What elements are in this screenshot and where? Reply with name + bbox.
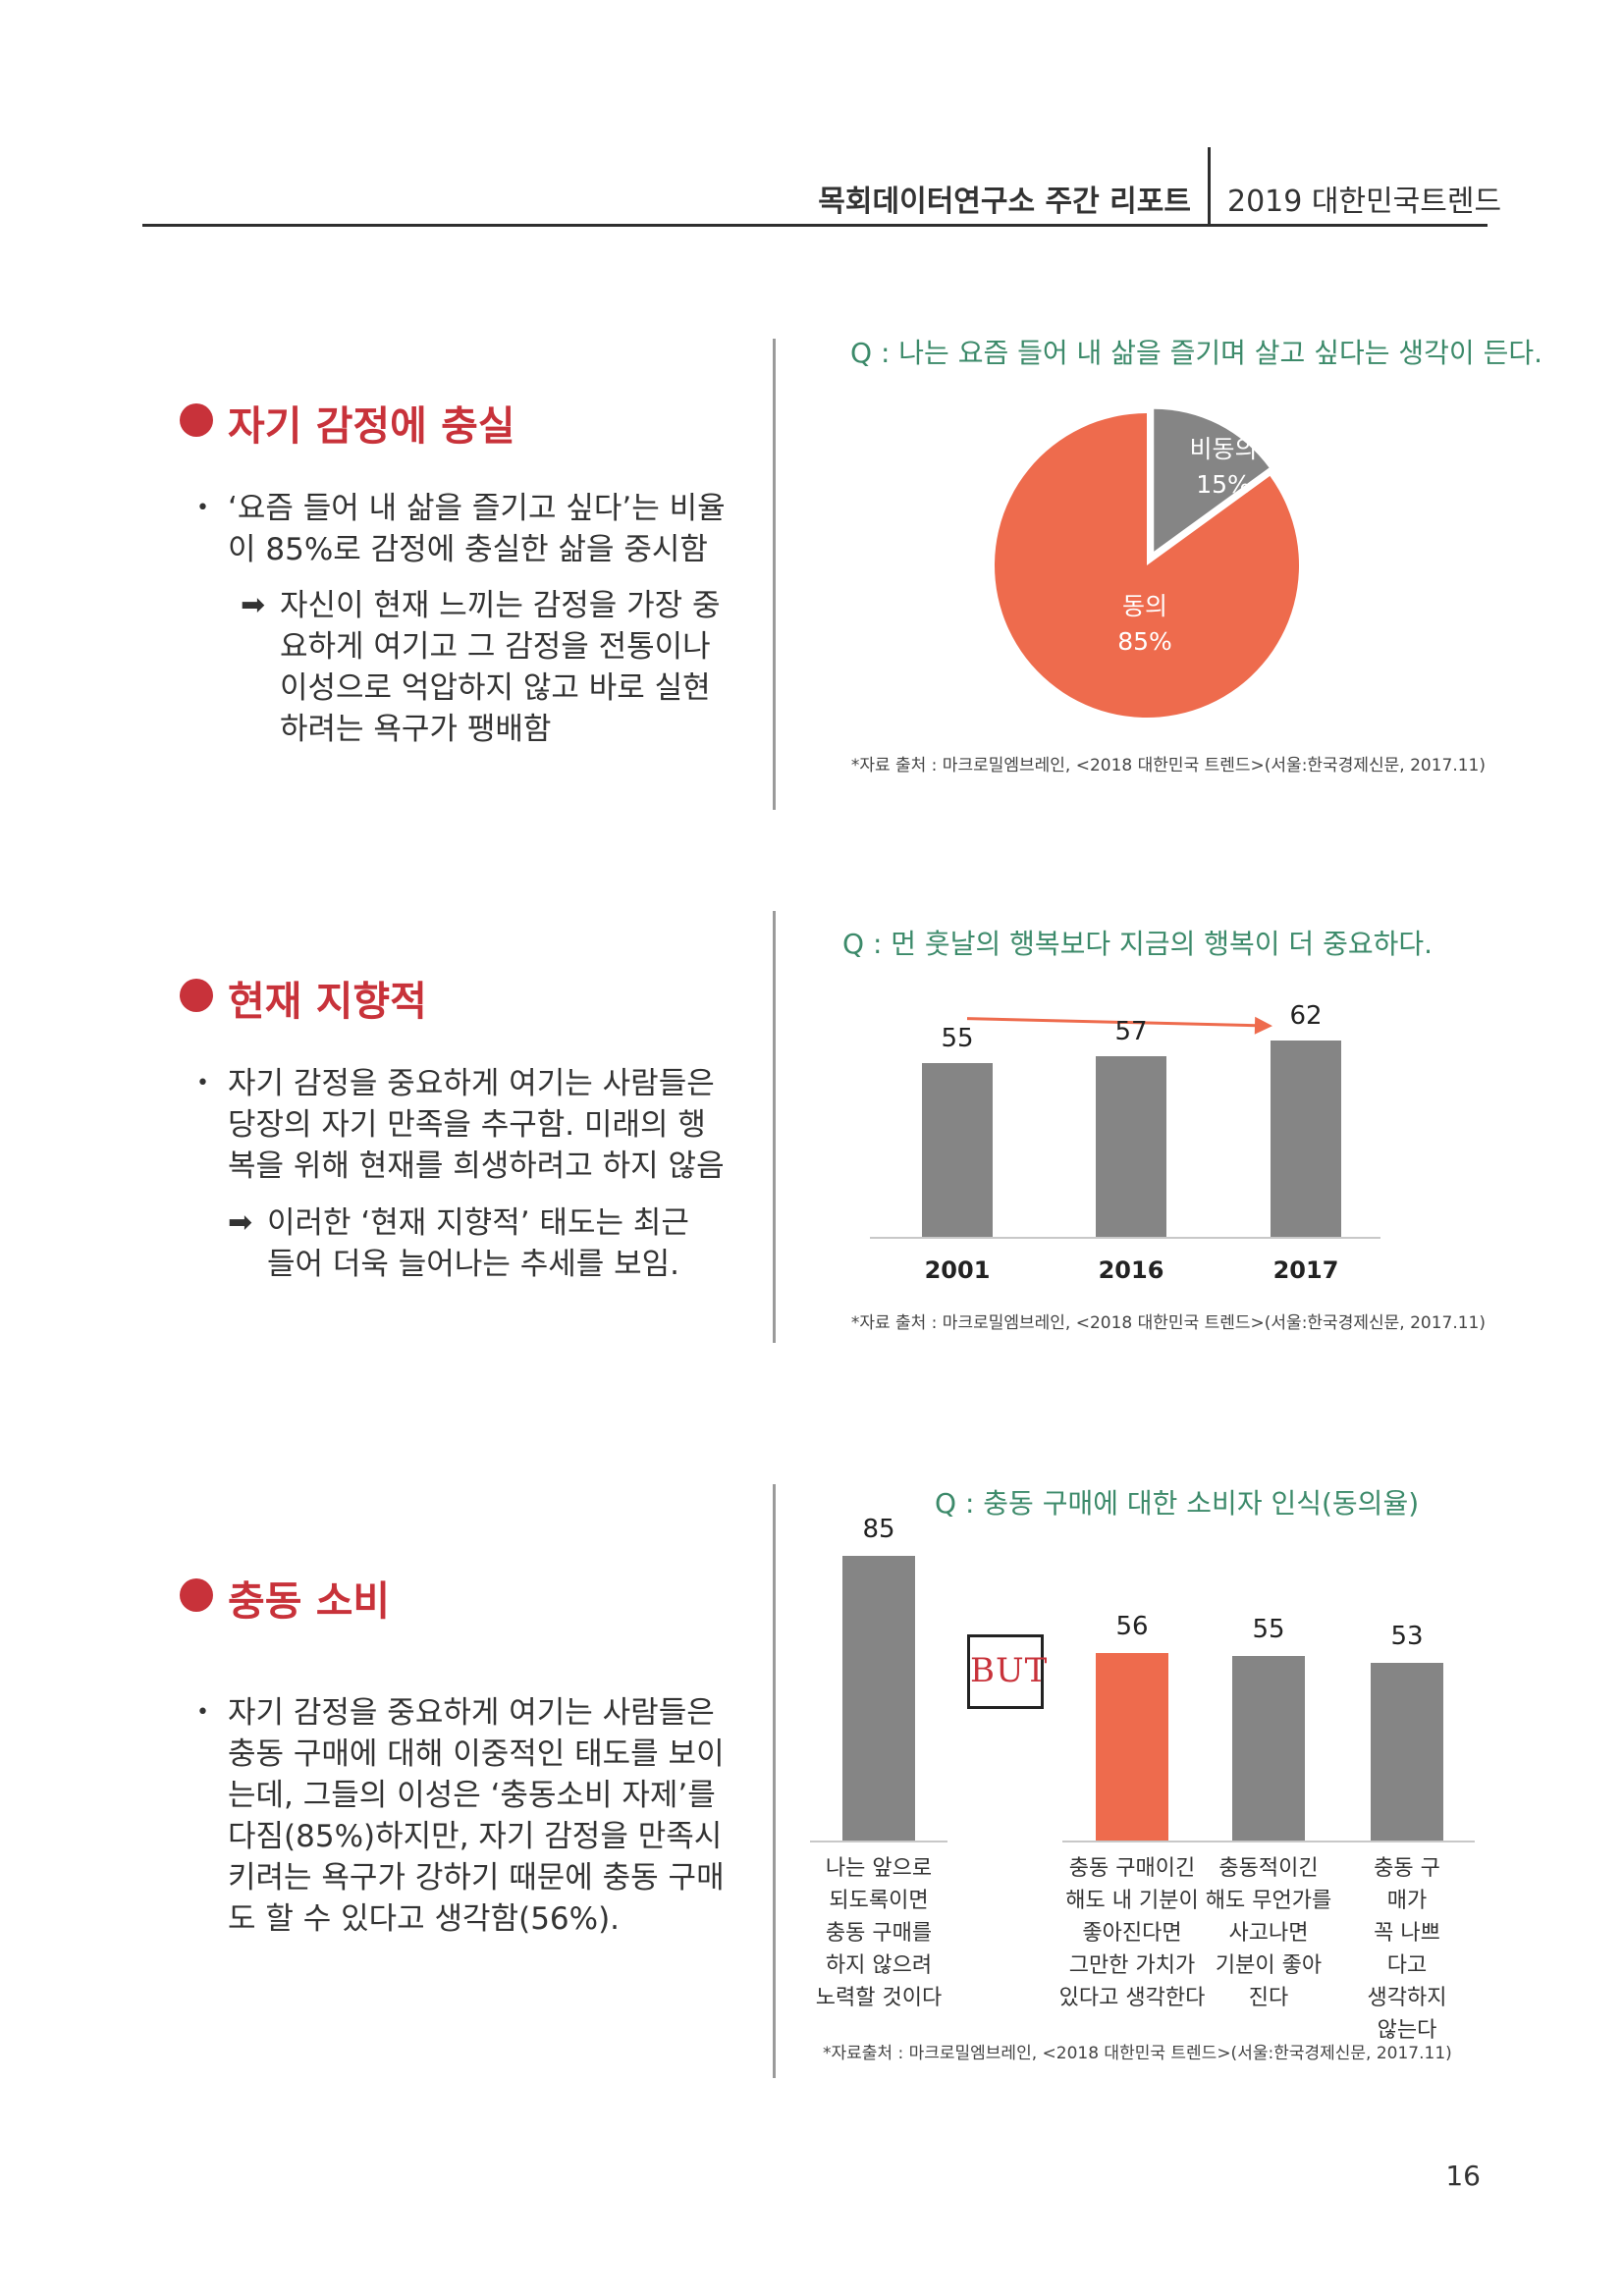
bar-value-label: 55 bbox=[941, 1023, 974, 1053]
bullet-text: 자기 감정을 중요하게 여기는 사람들은 충동 구매에 대해 이중적인 태도를 … bbox=[228, 1695, 725, 1937]
bullet-dot-icon: • bbox=[196, 1071, 209, 1095]
bar bbox=[842, 1556, 915, 1841]
section-title: 자기 감정에 충실 bbox=[228, 402, 515, 450]
pie-label: 비동의 bbox=[1189, 435, 1257, 463]
bar-value-label: 53 bbox=[1390, 1622, 1424, 1652]
pie-label: 동의 bbox=[1122, 592, 1167, 620]
pie-slice-disagree bbox=[1154, 408, 1270, 552]
bar-value-label: 57 bbox=[1114, 1017, 1148, 1047]
bar bbox=[1096, 1056, 1166, 1237]
bar-value-label: 55 bbox=[1252, 1615, 1285, 1645]
bar-category-label: 충동 구매가 꼭 나쁘다고 생각하지 않는다 bbox=[1367, 1856, 1447, 2043]
chart-question: Q : 충동 구매에 대한 소비자 인식(동의율) bbox=[935, 1487, 1420, 1520]
bar-category-label: 2016 bbox=[1098, 1256, 1164, 1284]
section-divider bbox=[773, 339, 776, 810]
section-bullet-text: • 자기 감정을 중요하게 여기는 사람들은 당장의 자기 만족을 추구함. 미… bbox=[196, 1063, 746, 1187]
bar bbox=[1271, 1041, 1341, 1237]
section-bullet-icon bbox=[180, 1578, 213, 1612]
bar bbox=[922, 1062, 993, 1237]
source-note: *자료 출처 : 마크로밀엠브레인, <2018 대한민국 트렌드>(서울:한국… bbox=[850, 1313, 1486, 1333]
arrow-right-icon: ➡ bbox=[241, 588, 266, 622]
bar bbox=[1096, 1652, 1168, 1841]
bullet-text: 자기 감정을 중요하게 여기는 사람들은 당장의 자기 만족을 추구함. 미래의… bbox=[228, 1066, 725, 1184]
bar-value-label: 56 bbox=[1115, 1611, 1149, 1641]
bullet-dot-icon: • bbox=[196, 496, 209, 520]
bar-chart-impulse: 85 나는 앞으로 되도록이면 충동 구매를 하지 않으려 노력할 것이다 56 충동… bbox=[795, 1512, 1492, 2043]
bar-value-label: 85 bbox=[862, 1515, 895, 1544]
report-title: 목회데이터연구소 주간 리포트 bbox=[818, 185, 1191, 219]
section-bullet-icon bbox=[180, 403, 213, 437]
section-title: 현재 지향적 bbox=[228, 978, 427, 1025]
but-label: BUT bbox=[970, 1651, 1049, 1690]
bullet-text: ‘요즘 들어 내 삶을 즐기고 싶다’는 비율 이 85%로 감정에 충실한 삶… bbox=[228, 491, 726, 567]
chart-question: Q : 나는 요즘 들어 내 삶을 즐기며 살고 싶다는 생각이 든다. bbox=[850, 337, 1542, 369]
pie-slice-agree bbox=[995, 413, 1299, 718]
bar-category-label: 충동적이긴 해도 무언가를 사고나면 기분이 좋아 진다 bbox=[1205, 1856, 1332, 2010]
but-badge: BUT bbox=[967, 1634, 1049, 1709]
trend-title: 2019 대한민국트렌드 bbox=[1227, 185, 1502, 219]
bar-category-label: 2001 bbox=[924, 1256, 991, 1284]
pie-chart: 비동의 15% 동의 85% bbox=[995, 408, 1299, 718]
sub-text: 자신이 현재 느끼는 감정을 가장 중 요하게 여기고 그 감정을 전통이나 이… bbox=[280, 588, 721, 747]
chart-baseline bbox=[870, 1237, 1380, 1239]
section-sub-text: ➡ 이러한 ‘현재 지향적’ 태도는 최근 들어 더욱 늘어나는 추세를 보임. bbox=[228, 1202, 738, 1285]
header-rule bbox=[142, 224, 1488, 227]
section-bullet-icon bbox=[180, 979, 213, 1012]
section-divider bbox=[773, 1484, 776, 2078]
bar-chart-trend: 55 2001 57 2016 62 2017 bbox=[864, 982, 1394, 1306]
source-note: *자료 출처 : 마크로밀엠브레인, <2018 대한민국 트렌드>(서울:한국… bbox=[850, 756, 1486, 775]
pie-value: 85% bbox=[1117, 627, 1172, 656]
section-sub-text: ➡ 자신이 현재 느끼는 감정을 가장 중 요하게 여기고 그 감정을 전통이나… bbox=[241, 585, 751, 750]
bar-category-label: 나는 앞으로 되도록이면 충동 구매를 하지 않으려 노력할 것이다 bbox=[815, 1856, 943, 2010]
page-number: 16 bbox=[1445, 2160, 1481, 2192]
bar-category-label: 2017 bbox=[1272, 1256, 1339, 1284]
arrow-right-icon: ➡ bbox=[228, 1205, 253, 1240]
chart-baseline bbox=[1062, 1841, 1475, 1842]
header-divider bbox=[1208, 147, 1211, 226]
bullet-dot-icon: • bbox=[196, 1700, 209, 1725]
source-note: *자료출처 : 마크로밀엠브레인, <2018 대한민국 트렌드>(서울:한국경… bbox=[823, 2044, 1452, 2063]
section-divider bbox=[773, 911, 776, 1343]
section-bullet-text: • ‘요즘 들어 내 삶을 즐기고 싶다’는 비율 이 85%로 감정에 충실한… bbox=[196, 488, 746, 570]
sub-text: 이러한 ‘현재 지향적’ 태도는 최근 들어 더욱 늘어나는 추세를 보임. bbox=[267, 1205, 689, 1282]
section-title: 충동 소비 bbox=[228, 1577, 391, 1625]
chart-baseline bbox=[810, 1841, 947, 1842]
bar-value-label: 62 bbox=[1289, 1001, 1323, 1031]
bar bbox=[1232, 1656, 1305, 1841]
bar bbox=[1371, 1663, 1443, 1841]
bar-category-label: 충동 구매이긴 해도 내 기분이 좋아진다면 그만한 가치가 있다고 생각한다 bbox=[1058, 1856, 1206, 2010]
trend-arrow-icon bbox=[966, 1016, 1272, 1035]
pie-value: 15% bbox=[1196, 470, 1251, 499]
chart-question: Q : 먼 훗날의 행복보다 지금의 행복이 더 중요하다. bbox=[842, 928, 1434, 960]
section-bullet-text: • 자기 감정을 중요하게 여기는 사람들은 충동 구매에 대해 이중적인 태도… bbox=[196, 1692, 746, 1940]
